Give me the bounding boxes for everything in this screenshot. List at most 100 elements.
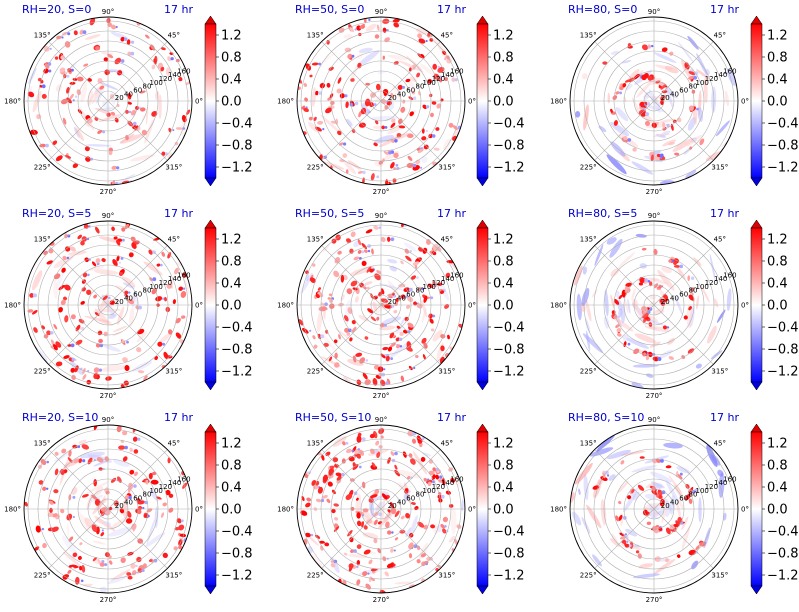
- field-ribbon: [582, 333, 603, 353]
- downdraft-cell: [421, 287, 424, 291]
- convective-cell: [346, 331, 351, 336]
- convective-cell: [423, 144, 429, 150]
- radial-tick-label: 20: [661, 94, 670, 102]
- azimuth-spoke: [107, 245, 168, 306]
- convective-cell: [130, 563, 136, 569]
- convective-cell: [126, 39, 131, 46]
- downdraft-cell: [690, 276, 695, 280]
- field-ribbon: [406, 55, 423, 71]
- convective-cell: [673, 264, 681, 268]
- convective-cell: [127, 575, 133, 580]
- convective-cell: [376, 24, 380, 31]
- radial-tick-label: 140: [714, 275, 727, 283]
- downdraft-cell: [345, 441, 349, 445]
- convective-cell: [657, 285, 664, 289]
- convective-cell: [615, 91, 620, 95]
- azimuth-spoke: [48, 100, 109, 161]
- convective-cell: [298, 319, 304, 326]
- colorbar-tick-label: 1.2: [767, 437, 788, 452]
- downdraft-cell: [351, 54, 355, 58]
- downdraft-cell: [412, 96, 417, 100]
- convective-cell: [368, 497, 374, 503]
- angle-tick-label: 315°: [711, 571, 728, 579]
- polar-frame: [23, 220, 193, 390]
- convective-cell: [131, 570, 137, 576]
- radial-tick-label: 140: [441, 71, 454, 79]
- convective-cell: [137, 500, 146, 505]
- radial-tick-label: 20: [115, 94, 124, 102]
- downdraft-cell: [87, 369, 90, 373]
- radial-tick-label: 20: [388, 502, 397, 510]
- field-ribbon: [108, 313, 117, 319]
- convective-cell: [394, 469, 401, 477]
- field-ribbon: [373, 134, 395, 144]
- convective-cell: [110, 111, 116, 116]
- convective-cell: [366, 286, 370, 290]
- convective-cell: [688, 105, 695, 111]
- convective-cell: [408, 542, 414, 550]
- field-ribbon: [695, 363, 702, 369]
- convective-cell: [52, 513, 58, 518]
- field-ribbon: [136, 331, 148, 343]
- convective-cell: [442, 528, 447, 534]
- convective-cell: [386, 236, 391, 242]
- azimuth-spoke: [594, 449, 655, 510]
- convective-cell: [390, 451, 395, 456]
- field-ribbon: [623, 96, 627, 103]
- convective-cell: [351, 326, 357, 333]
- field-ribbon: [98, 114, 122, 122]
- downdraft-cell: [363, 284, 366, 287]
- field-ribbon: [596, 434, 616, 452]
- downdraft-cell: [128, 495, 132, 500]
- convective-cell: [327, 481, 333, 487]
- convective-cell: [349, 27, 355, 32]
- polar-panel: 0°45°90°135°180°225°270°315°20 40 60 801001…: [4, 207, 252, 400]
- convective-cell: [81, 444, 90, 450]
- field-ribbon: [620, 450, 646, 456]
- azimuth-spoke: [653, 304, 714, 365]
- convective-cell: [124, 290, 129, 295]
- convective-cell: [64, 315, 69, 323]
- colorbar-tick-label: −0.4: [221, 321, 253, 336]
- convective-cell: [639, 276, 645, 284]
- angle-tick-label: 270°: [373, 392, 390, 400]
- convective-cell: [363, 249, 368, 253]
- convective-cell: [393, 22, 400, 28]
- panel-title: RH=80, S=10: [568, 411, 644, 424]
- colorbar-tick-label: −0.4: [767, 321, 799, 336]
- convective-cell: [387, 457, 391, 464]
- field-ribbon: [94, 269, 119, 275]
- convective-cell: [86, 118, 93, 124]
- convective-cell: [33, 327, 38, 333]
- convective-cell: [70, 314, 76, 320]
- field-ribbon: [362, 532, 379, 539]
- anomaly-field: [26, 17, 191, 185]
- field-ribbon: [409, 515, 418, 538]
- convective-cell: [72, 163, 79, 169]
- convective-cell: [326, 82, 331, 88]
- convective-cell: [639, 456, 645, 459]
- convective-cell: [330, 563, 336, 568]
- convective-cell: [69, 93, 74, 100]
- convective-cell: [64, 246, 71, 252]
- downdraft-cell: [161, 297, 165, 301]
- colorbar-gradient: [476, 23, 489, 179]
- downdraft-cell: [41, 527, 45, 531]
- convective-cell: [640, 102, 645, 108]
- convective-cell: [48, 500, 54, 505]
- convective-cell: [610, 108, 613, 113]
- colorbar-tick-label: −1.2: [221, 569, 253, 584]
- convective-cell: [312, 484, 319, 490]
- colorbar-tick-label: −0.4: [493, 525, 525, 540]
- convective-cell: [668, 259, 672, 263]
- radial-tick-label: 120: [159, 279, 172, 287]
- field-ribbon: [92, 497, 107, 515]
- convective-cell: [394, 510, 400, 518]
- convective-cell: [363, 525, 368, 530]
- convective-cell: [120, 36, 125, 42]
- convective-cell: [445, 490, 452, 495]
- convective-cell: [399, 529, 406, 534]
- convective-cell: [421, 337, 427, 344]
- colorbar-tick-label: 0.0: [493, 95, 514, 110]
- radial-tick-label: 120: [705, 483, 718, 491]
